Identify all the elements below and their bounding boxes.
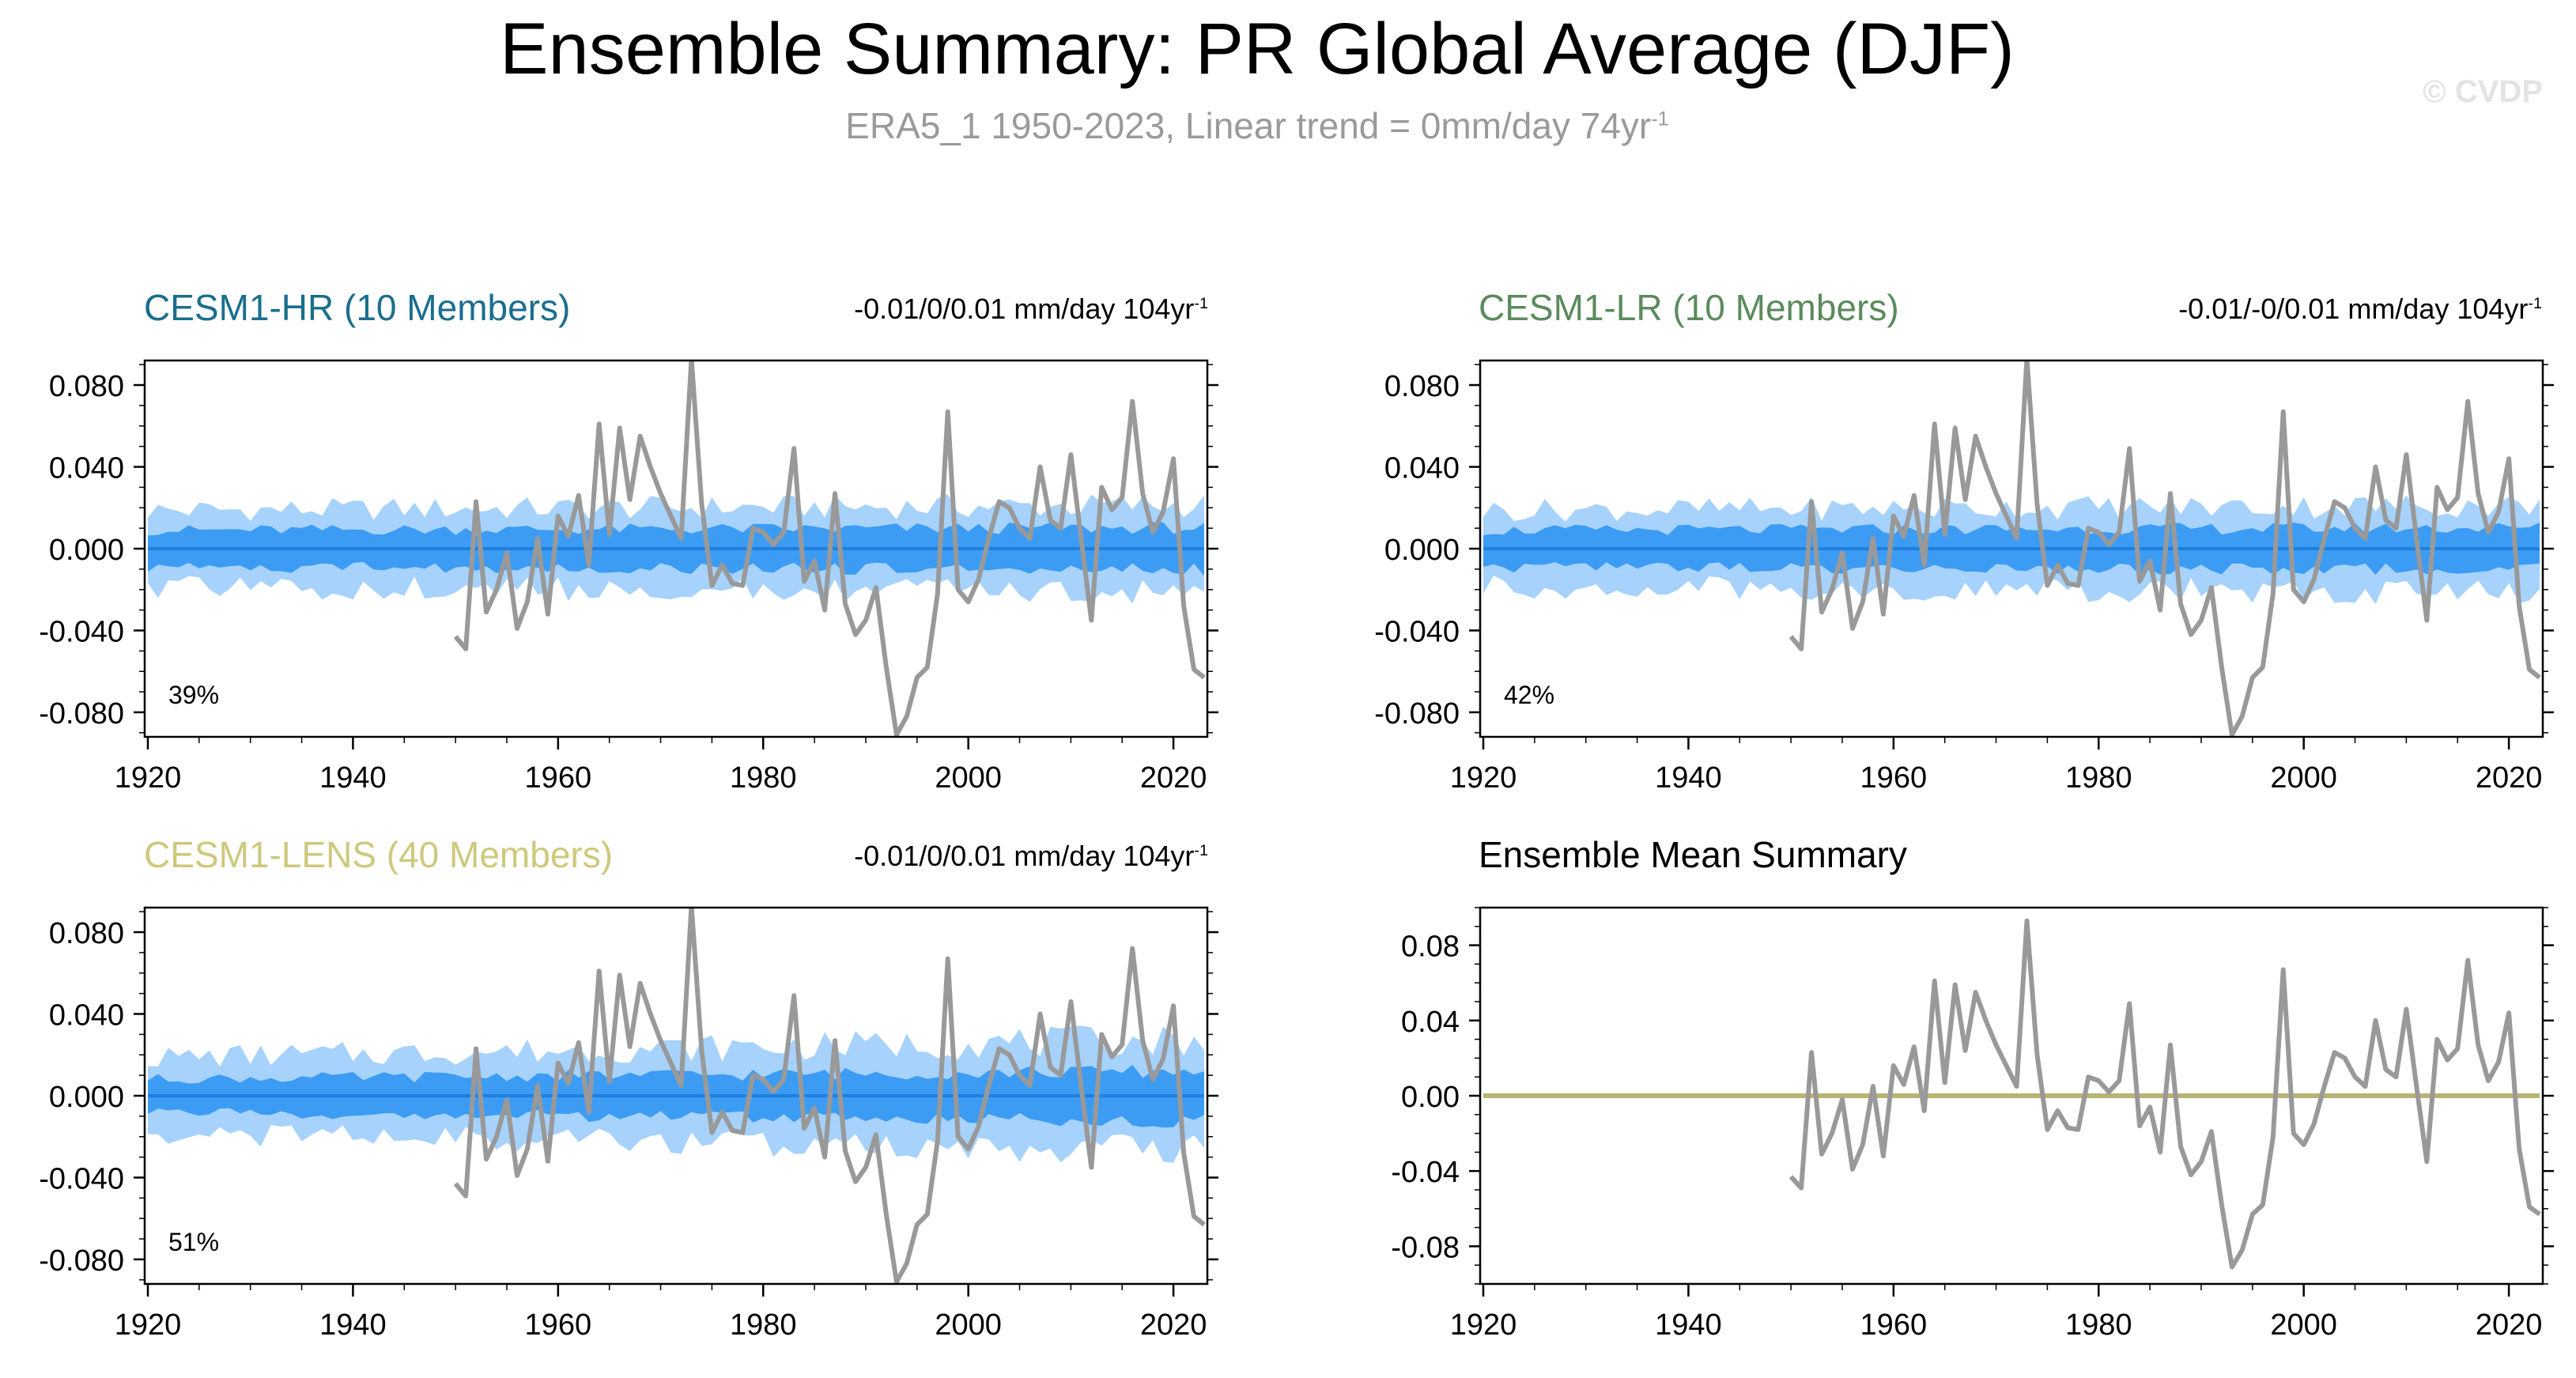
x-tick-label: 1920 — [1450, 1308, 1517, 1342]
plot-area — [148, 361, 1206, 737]
y-tick-label: -0.08 — [1391, 1231, 1460, 1264]
plot-area — [1483, 361, 2541, 737]
y-tick-label: -0.040 — [39, 615, 124, 648]
chart-panel-1: 0.080 0.040 0.000 -0.040 -0.080 1920 1940 1960 1… — [1374, 359, 2554, 795]
x-tick-label: 1920 — [115, 761, 182, 795]
y-tick-label: -0.040 — [39, 1162, 124, 1195]
panel-title-lr: CESM1-LR (10 Members) — [1479, 287, 1899, 328]
x-tick-label: 2000 — [935, 1308, 1002, 1342]
y-tick-label: -0.080 — [39, 1244, 124, 1278]
x-tick-label: 1960 — [525, 761, 592, 795]
page-subtitle: ERA5_1 1950-2023, Linear trend = 0mm/day… — [0, 104, 2514, 147]
y-tick-label: -0.040 — [1374, 615, 1460, 648]
y-tick-label: 0.080 — [49, 917, 124, 950]
trend-text-lens: -0.01/0/0.01 mm/day 104yr-1 — [854, 840, 1208, 873]
y-tick-label: 0.000 — [49, 1081, 124, 1114]
y-tick-label: 0.000 — [49, 534, 124, 567]
y-tick-label: 0.040 — [49, 452, 124, 485]
x-tick-label: 2020 — [1140, 1308, 1207, 1342]
observation-line — [453, 361, 1206, 737]
y-tick-label: 0.000 — [1384, 534, 1460, 567]
observation-line — [453, 908, 1206, 1284]
x-tick-label: 1980 — [730, 1308, 797, 1342]
y-tick-label: -0.04 — [1391, 1156, 1460, 1189]
page-title: Ensemble Summary: PR Global Average (DJF… — [500, 9, 2015, 89]
subtitle-text: ERA5_1 1950-2023, Linear trend = 0mm/day… — [845, 105, 1652, 146]
chart-panel-0: 0.080 0.040 0.000 -0.040 -0.080 1920 1940 1960 1… — [39, 359, 1218, 795]
chart-panel-3: 0.08 0.04 0.00 -0.04 -0.08 1920 1940 1960 1980 20… — [1391, 906, 2554, 1342]
cvdp-watermark: © CVDP — [2423, 74, 2543, 109]
x-tick-label: 1980 — [730, 761, 797, 795]
x-tick-label: 2020 — [1140, 761, 1207, 795]
x-tick-label: 1980 — [2065, 1308, 2132, 1342]
x-tick-label: 2020 — [2476, 1308, 2543, 1342]
plot-area — [148, 908, 1206, 1284]
trend-superscript: -1 — [1194, 842, 1208, 859]
x-tick-label: 2000 — [2270, 761, 2337, 795]
x-tick-label: 1940 — [319, 1308, 387, 1342]
trend-text-hr: -0.01/0/0.01 mm/day 104yr-1 — [854, 293, 1208, 326]
panel-title-lens: CESM1-LENS (40 Members) — [144, 834, 614, 875]
x-tick-label: 2000 — [2270, 1308, 2337, 1342]
y-tick-label: 0.08 — [1401, 931, 1460, 964]
y-tick-label: 0.040 — [1384, 452, 1460, 485]
percent-label: 51% — [168, 1228, 219, 1256]
trend-value: -0.01/0/0.01 mm/day 104yr — [854, 293, 1195, 325]
x-tick-label: 2000 — [935, 761, 1002, 795]
x-tick-label: 1960 — [525, 1308, 592, 1342]
trend-value: -0.01/-0/0.01 mm/day 104yr — [2178, 293, 2529, 325]
x-tick-label: 1940 — [1655, 761, 1722, 795]
trend-superscript: -1 — [2528, 295, 2542, 312]
x-tick-label: 2020 — [2476, 761, 2543, 795]
y-tick-label: 0.00 — [1401, 1081, 1460, 1114]
trend-value: -0.01/0/0.01 mm/day 104yr — [854, 840, 1195, 872]
x-tick-label: 1980 — [2065, 761, 2132, 795]
trend-superscript: -1 — [1194, 295, 1208, 312]
observation-line — [1788, 918, 2541, 1270]
x-tick-label: 1920 — [115, 1308, 182, 1342]
panel-title-hr: CESM1-HR (10 Members) — [144, 287, 571, 328]
y-tick-label: -0.080 — [39, 697, 124, 731]
x-tick-label: 1940 — [319, 761, 387, 795]
y-tick-label: 0.080 — [1384, 370, 1460, 403]
percent-label: 39% — [168, 681, 219, 709]
chart-panel-2: 0.080 0.040 0.000 -0.040 -0.080 1920 1940 1960 1… — [39, 906, 1218, 1342]
observation-line — [1788, 361, 2541, 737]
panel-title-summary: Ensemble Mean Summary — [1479, 834, 1907, 875]
x-tick-label: 1920 — [1450, 761, 1517, 795]
y-tick-label: 0.080 — [49, 370, 124, 403]
y-tick-label: 0.040 — [49, 999, 124, 1033]
plot-area — [1483, 918, 2541, 1270]
trend-text-lr: -0.01/-0/0.01 mm/day 104yr-1 — [2178, 293, 2542, 326]
x-tick-label: 1940 — [1655, 1308, 1722, 1342]
y-tick-label: 0.04 — [1401, 1006, 1460, 1039]
x-tick-label: 1960 — [1860, 761, 1928, 795]
percent-label: 42% — [1504, 681, 1554, 709]
y-tick-label: -0.080 — [1374, 697, 1460, 731]
subtitle-superscript: -1 — [1651, 108, 1669, 130]
x-tick-label: 1960 — [1860, 1308, 1928, 1342]
